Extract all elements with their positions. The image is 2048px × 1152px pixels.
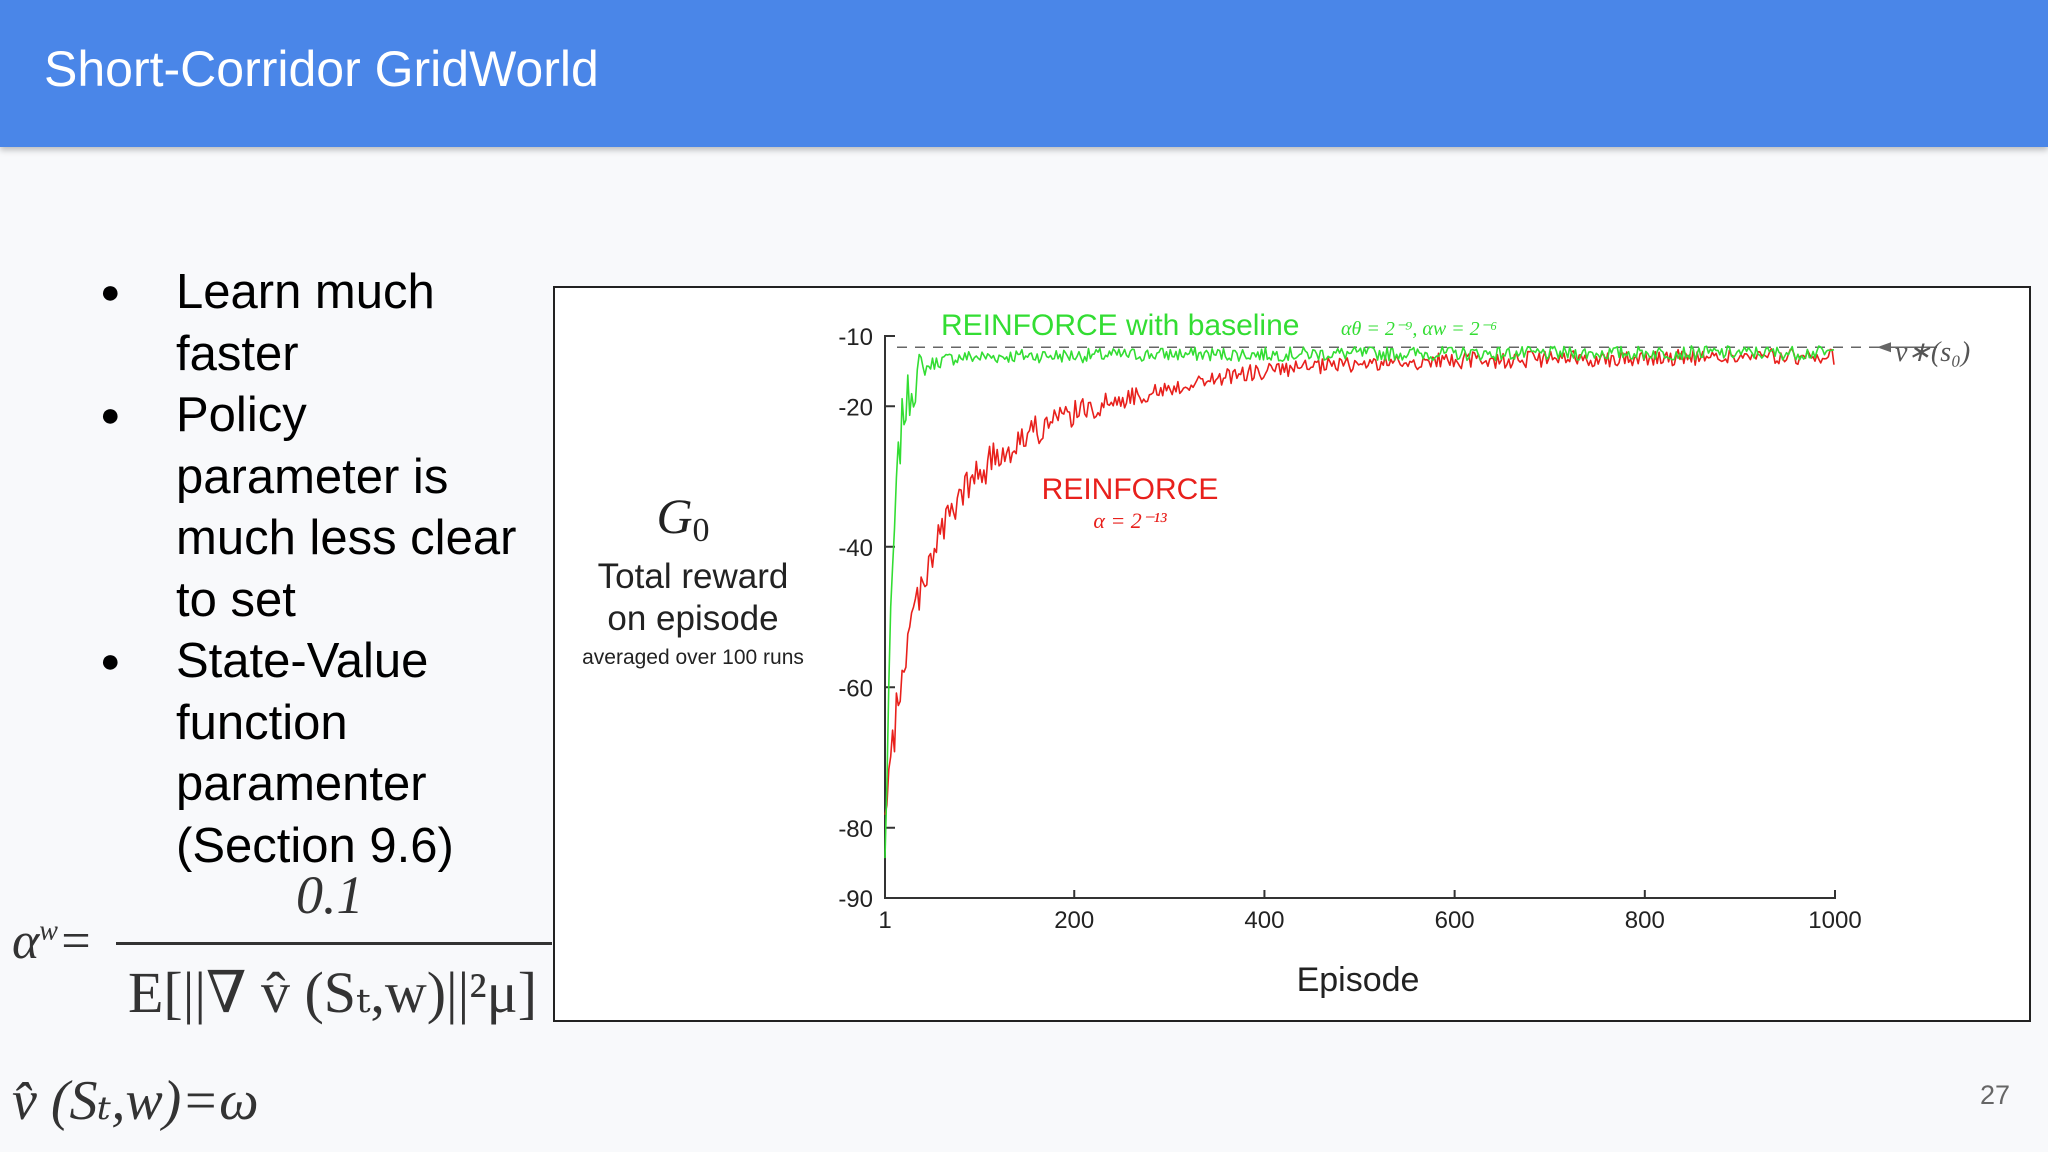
y-tick-label: -90 <box>838 886 873 913</box>
series-line-reinforce <box>884 347 1835 815</box>
y-axis-label-line2: Total reward <box>598 557 789 596</box>
series-label-reinforce: REINFORCE <box>1042 473 1219 506</box>
reference-arrow-head <box>1877 342 1891 353</box>
y-tick-label: -10 <box>838 324 873 351</box>
x-tick-label: 400 <box>1244 907 1284 934</box>
alpha-symbol: α <box>12 913 40 970</box>
x-axis-label: Episode <box>1297 961 1420 999</box>
y-axis-label-line3: on episode <box>607 599 778 638</box>
y-tick-label: -80 <box>838 816 873 843</box>
bullet-item: Policy parameter is much less clear to s… <box>100 385 540 631</box>
slide-title: Short-Corridor GridWorld <box>44 41 599 97</box>
learning-curve-chart: -10 -20 -40 -60 -80 -901 200 400 600 800 1000 G0 T… <box>582 309 1970 999</box>
y-axis-label-symbol: G0 <box>656 488 709 549</box>
y-tick-label: -60 <box>838 675 873 702</box>
series-annotation-baseline: αθ = 2⁻⁹, αw = 2⁻⁶ <box>1341 318 1497 340</box>
bullet-item: State-Value function paramenter (Section… <box>100 631 540 877</box>
alpha-w-symbol: αw= <box>12 912 93 971</box>
x-tick-label: 600 <box>1435 907 1475 934</box>
alpha-superscript: w <box>39 915 58 947</box>
bullet-list: Learn much faster Policy parameter is mu… <box>100 262 540 877</box>
y-tick-label: -40 <box>838 535 873 562</box>
chart-axes: -10 -20 -40 -60 -80 -901 200 400 600 800 1000 <box>838 324 1937 934</box>
series-label-baseline: REINFORCE with baseline <box>941 309 1299 342</box>
chart-frame: -10 -20 -40 -60 -80 -90 1 200 400 600 800 1000 G0 T… <box>553 286 2031 1022</box>
slide-header: Short-Corridor GridWorld <box>0 0 2048 147</box>
alpha-w-denominator: E[||∇ v̂ (Sₜ,w)||²μ] <box>128 960 538 1025</box>
page-number: 27 <box>1980 1080 2011 1110</box>
bullet-item: Learn much faster <box>100 262 540 385</box>
equals-sign: = <box>57 913 94 970</box>
x-tick-label: 800 <box>1625 907 1665 934</box>
series-layer <box>884 345 1835 859</box>
y-tick-label: -20 <box>838 394 873 421</box>
x-tick-label: 200 <box>1054 907 1094 934</box>
chart-labels: G0 Total reward on episode averaged over… <box>582 309 1970 999</box>
series-annotation-reinforce: α = 2⁻¹³ <box>1093 508 1167 533</box>
x-tick-label: 1000 <box>1808 907 1861 934</box>
fraction-bar <box>116 942 552 945</box>
series-line-reinforce-baseline <box>884 345 1835 859</box>
x-tick-label: 1 <box>878 907 891 934</box>
reference-line-label: v∗(s₀) <box>1895 337 1970 368</box>
state-value-formula: v̂ (Sₜ,w)=ω <box>12 1070 259 1132</box>
y-axis-label-line4: averaged over 100 runs <box>582 646 804 669</box>
alpha-w-numerator: 0.1 <box>296 865 364 925</box>
